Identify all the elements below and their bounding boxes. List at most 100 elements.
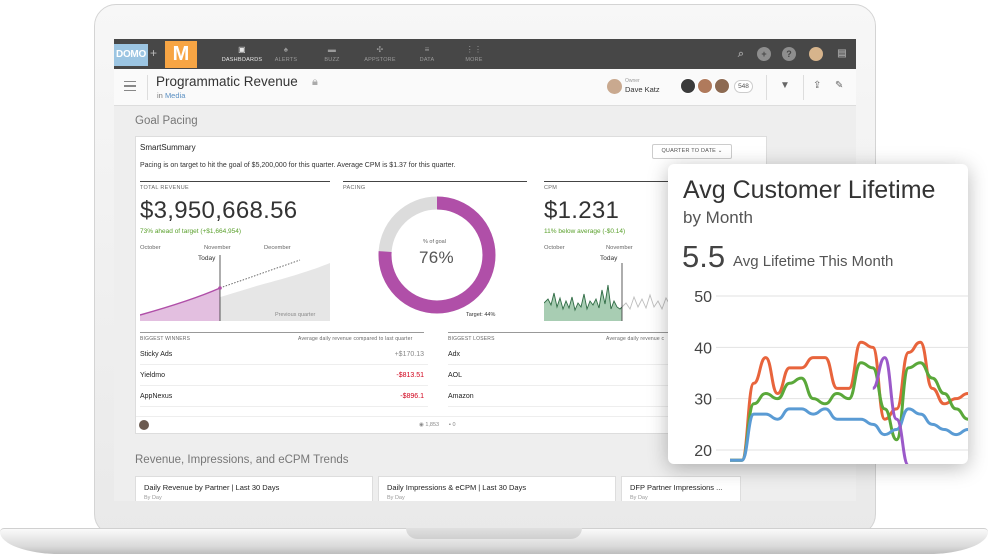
partner-value: -$896.1 [400,393,424,400]
dropdown-label: QUARTER TO DATE [661,148,716,154]
donut-progress [378,196,496,314]
lifetime-line-chart: 50 40 30 20 [694,289,968,464]
month-label: December [264,245,291,251]
owner-name[interactable]: Dave Katz [625,85,660,94]
member-avatar[interactable] [697,78,713,94]
comments-count[interactable]: ▪ 0 [449,422,456,428]
nav-item-more[interactable]: ⋮⋮ MORE [452,45,496,63]
wrench-icon[interactable]: ✎ [835,80,844,91]
quarter-to-date-dropdown[interactable]: QUARTER TO DATE ⌄ [652,144,732,159]
section-title-goal-pacing: Goal Pacing [135,115,198,127]
today-point [218,286,222,290]
previous-quarter-label: Previous quarter [275,312,316,318]
table-row[interactable]: AppNexus -$896.1 [140,387,428,407]
eye-icon: ◉ [419,422,424,428]
nav-label: MORE [465,57,483,63]
page-header: Programmatic Revenue 🔒︎ in Media Owner D… [114,69,856,106]
user-avatar[interactable] [809,47,823,61]
chevron-down-icon: ⌄ [717,148,723,154]
trend-card[interactable]: Daily Impressions & eCPM | Last 30 Days B… [378,476,616,501]
revenue-pacing-chart [140,255,330,321]
y-tick-label: 30 [694,392,712,409]
nav-item-alerts[interactable]: ♠ ALERTS [264,45,308,63]
nav-item-buzz[interactable]: ▬ BUZZ [310,45,354,63]
search-icon[interactable]: ⌕ [737,48,745,60]
trend-card-title: Daily Impressions & eCPM | Last 30 Days [387,483,527,492]
plus-icon: + [150,46,158,60]
trend-card-subtitle: By Day [144,495,162,501]
menu-icon[interactable] [124,81,136,91]
trend-card-subtitle: By Day [630,495,648,501]
partner-name: AppNexus [140,393,173,400]
avg-customer-lifetime-card[interactable]: Avg Customer Lifetime by Month 5.5 Avg L… [668,164,968,464]
filter-icon[interactable]: ▼ [780,80,790,91]
card-title: SmartSummary [140,143,196,152]
pacing-percent: 76% [419,248,454,267]
add-icon[interactable]: + [757,47,771,61]
member-avatar[interactable] [714,78,730,94]
divider [803,75,804,100]
overlay-subtitle: by Month [683,208,753,227]
table-row[interactable]: Sticky Ads +$170.13 [140,345,428,365]
winners-title: BIGGEST WINNERS [140,336,191,342]
trend-card-subtitle: By Day [387,495,405,501]
trend-card[interactable]: DFP Partner Impressions ... By Day [621,476,741,501]
views-count: ◉ 1,853 [419,422,439,428]
revenue-line [140,287,221,316]
trend-card[interactable]: Daily Revenue by Partner | Last 30 Days B… [135,476,373,501]
grid-icon: ⋮⋮ [465,45,483,54]
share-icon[interactable]: ⇪ [813,80,822,91]
help-icon[interactable]: ? [782,47,796,61]
owner-label: Owner [625,78,640,84]
views-value: 1,853 [425,422,440,428]
nav-label: APPSTORE [364,57,396,63]
cpm-delta: 11% below average (-$0.14) [544,228,626,235]
y-tick-label: 20 [694,443,712,460]
y-tick-label: 50 [694,289,712,306]
table-row[interactable]: Yieldmo -$813.51 [140,366,428,386]
trend-card-title: DFP Partner Impressions ... [630,483,723,492]
media-logo[interactable]: M [165,41,197,68]
table-row[interactable]: AOL [448,366,764,386]
divider [136,416,766,417]
bell-icon: ♠ [283,45,289,54]
table-row[interactable]: Amazon [448,387,764,407]
messages-icon[interactable]: ▤ [837,48,847,59]
domo-logo[interactable]: DOMO [114,44,148,66]
pacing-donut [378,196,496,314]
losers-note: Average daily revenue c [606,336,665,342]
section-title-trends: Revenue, Impressions, and eCPM Trends [135,454,349,466]
divider [140,332,424,333]
overlay-value-label: Avg Lifetime This Month [733,253,894,270]
partner-name: Amazon [448,393,474,400]
members-count[interactable]: 548 [734,80,753,93]
partner-name: AOL [448,372,463,379]
nav-item-appstore[interactable]: ✣ APPSTORE [358,45,402,63]
author-avatar[interactable] [139,420,149,430]
nav-label: DASHBOARDS [221,57,263,63]
table-row[interactable]: Adx [448,345,764,365]
lock-icon[interactable]: 🔒︎ [312,76,318,88]
partner-value: +$170.13 [394,351,424,358]
trend-card-title: Daily Revenue by Partner | Last 30 Days [144,483,280,492]
donut-center-label: % of goal [423,239,446,245]
top-navigation-bar: DOMO + M ▣ DASHBOARDS ♠ ALERTS ▬ BUZZ ✣ … [114,39,856,69]
page-location-link[interactable]: Media [164,91,186,100]
divider [147,75,148,100]
divider [448,332,764,333]
partner-name: Sticky Ads [140,351,173,358]
nav-item-data[interactable]: ≡ DATA [405,45,449,63]
overlay-value: 5.5 [682,239,726,274]
member-avatar[interactable] [680,78,696,94]
owner-avatar[interactable] [607,79,622,94]
chat-icon: ▬ [327,45,337,54]
losers-title: BIGGEST LOSERS [448,336,495,342]
nav-item-dashboards[interactable]: ▣ DASHBOARDS [220,45,264,63]
nav-label: ALERTS [274,57,298,63]
series-line-1 [729,340,968,462]
winners-note: Average daily revenue compared to last q… [298,336,413,342]
divider [544,181,674,182]
total-revenue-value: $3,950,668.56 [140,197,298,224]
series-line-2 [729,361,968,462]
in-prefix: in [157,91,163,100]
